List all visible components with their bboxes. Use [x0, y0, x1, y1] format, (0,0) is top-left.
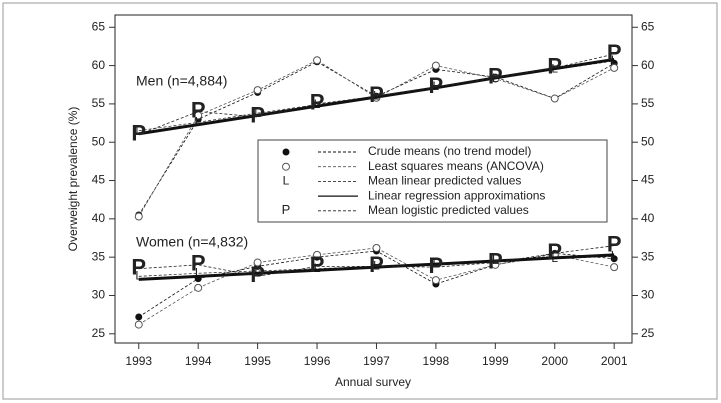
logistic-point: P	[310, 90, 325, 115]
linear-point: L	[195, 265, 202, 279]
x-tick-label: 1994	[185, 354, 212, 368]
y2-tick-label: 50	[641, 134, 655, 148]
ls-mean-point	[134, 320, 143, 329]
linear-point: L	[195, 114, 202, 128]
linear-point: L	[373, 259, 380, 273]
y2-tick-label: 65	[641, 19, 655, 33]
logistic-point: P	[607, 40, 622, 65]
logistic-point: P	[250, 103, 265, 128]
y-tick-label: 45	[92, 173, 106, 187]
logistic-point: P	[191, 97, 206, 122]
series-line	[138, 61, 615, 216]
linear-point: L	[611, 249, 618, 263]
logistic-point: P	[547, 54, 562, 79]
x-tick-label: 1993	[125, 354, 152, 368]
x-tick-label: 1999	[482, 354, 509, 368]
ls-mean-point	[253, 86, 262, 95]
ls-mean-point	[313, 250, 322, 259]
logistic-point: P	[131, 254, 146, 279]
y2-tick-label: 45	[641, 173, 655, 187]
crude-mean-point	[135, 313, 143, 321]
linear-point: L	[433, 79, 440, 93]
logistic-point: P	[369, 82, 384, 107]
ls-mean-point	[431, 61, 440, 70]
y-axis-title: Overweight prevalence (%)	[66, 107, 80, 252]
ls-mean-point	[550, 94, 559, 103]
ls-mean-point	[610, 63, 619, 72]
ls-mean-point	[253, 258, 262, 267]
y2-tick-label: 35	[641, 249, 655, 263]
legend-label: Least squares means (ANCOVA)	[368, 159, 544, 173]
ls-mean-point	[313, 56, 322, 65]
x-tick-label: 1996	[304, 354, 331, 368]
y2-tick-label: 60	[641, 58, 655, 72]
linear-point: L	[314, 97, 321, 111]
linear-point: L	[433, 255, 440, 269]
regression-line	[138, 253, 615, 281]
y2-tick-label: 30	[641, 288, 655, 302]
logistic-point: P	[429, 73, 444, 98]
legend-label: Mean linear predicted values	[368, 174, 521, 188]
logistic-point: P	[369, 252, 384, 277]
ls-mean-point	[431, 276, 440, 285]
legend	[257, 139, 608, 223]
group-label: Men (n=4,884)	[136, 73, 227, 89]
y-tick-label: 50	[92, 134, 106, 148]
logistic-point: P	[429, 253, 444, 278]
ls-mean-point	[372, 243, 381, 252]
legend-marker	[282, 148, 290, 156]
y-tick-label: 65	[92, 19, 106, 33]
series-line	[138, 247, 615, 325]
linear-point: L	[314, 261, 321, 275]
ls-mean-point	[194, 111, 203, 120]
legend-label: Mean logistic predicted values	[368, 203, 529, 217]
y-tick-label: 30	[92, 288, 106, 302]
x-tick-label: 1998	[423, 354, 450, 368]
x-tick-label: 2000	[541, 354, 568, 368]
y-tick-label: 25	[92, 326, 106, 340]
ls-mean-point	[194, 283, 203, 292]
logistic-point: P	[607, 231, 622, 256]
y2-tick-label: 25	[641, 326, 655, 340]
logistic-point: P	[191, 251, 206, 276]
linear-point: L	[373, 88, 380, 102]
legend-marker	[282, 162, 290, 171]
linear-point: L	[611, 53, 618, 67]
logistic-point: P	[547, 239, 562, 264]
crude-mean-point	[610, 255, 618, 263]
y2-tick-label: 55	[641, 96, 655, 110]
plot-area	[114, 14, 633, 344]
logistic-point: P	[488, 64, 503, 89]
regression-line	[138, 57, 615, 136]
ls-mean-point	[610, 263, 619, 272]
linear-point: L	[254, 263, 261, 277]
y-tick-label: 60	[92, 58, 106, 72]
x-tick-label: 1995	[244, 354, 271, 368]
legend-marker: L	[283, 174, 290, 188]
x-axis-title: Annual survey	[335, 375, 411, 389]
linear-point: L	[135, 123, 142, 137]
y-tick-label: 35	[92, 249, 106, 263]
x-tick-label: 1997	[363, 354, 390, 368]
linear-point: L	[254, 105, 261, 119]
y-tick-label: 40	[92, 211, 106, 225]
logistic-point: P	[250, 262, 265, 287]
linear-point: L	[135, 268, 142, 282]
group-label: Women (n=4,832)	[136, 234, 248, 250]
logistic-point: P	[131, 120, 146, 145]
legend-label: Crude means (no trend model)	[368, 144, 531, 158]
x-tick-label: 2001	[601, 354, 628, 368]
logistic-point: P	[310, 252, 325, 277]
logistic-point: P	[488, 248, 503, 273]
y-tick-label: 55	[92, 96, 106, 110]
ls-mean-point	[134, 212, 143, 221]
y2-tick-label: 40	[641, 211, 655, 225]
legend-label: Linear regression approximations	[368, 188, 545, 202]
legend-marker: P	[282, 202, 291, 217]
